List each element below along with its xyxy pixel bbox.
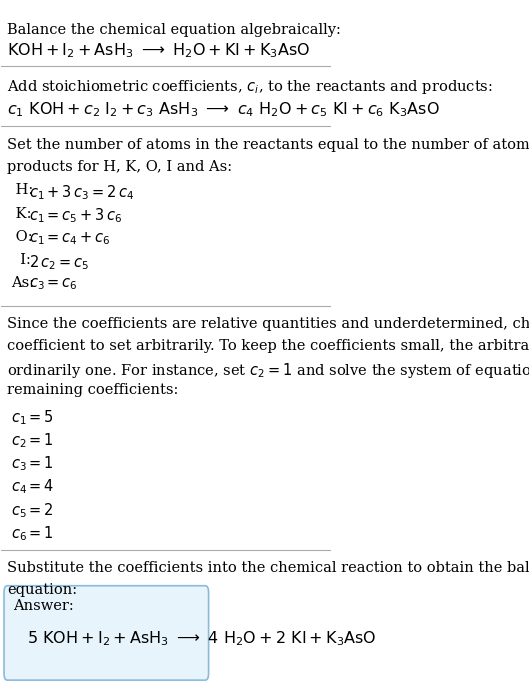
Text: coefficient to set arbitrarily. To keep the coefficients small, the arbitrary va: coefficient to set arbitrarily. To keep … <box>7 339 529 353</box>
Text: $c_1 + 3\,c_3 = 2\,c_4$: $c_1 + 3\,c_3 = 2\,c_4$ <box>30 183 135 202</box>
Text: $c_3 = c_6$: $c_3 = c_6$ <box>30 276 78 292</box>
Text: Set the number of atoms in the reactants equal to the number of atoms in the: Set the number of atoms in the reactants… <box>7 138 529 153</box>
Text: Since the coefficients are relative quantities and underdetermined, choose a: Since the coefficients are relative quan… <box>7 317 529 332</box>
Text: $c_2 = 1$: $c_2 = 1$ <box>11 431 53 450</box>
Text: $c_5 = 2$: $c_5 = 2$ <box>11 501 53 519</box>
Text: ordinarily one. For instance, set $c_2 = 1$ and solve the system of equations fo: ordinarily one. For instance, set $c_2 =… <box>7 361 529 381</box>
Text: $5\ \mathrm{KOH + I_2 + AsH_3}\ \longrightarrow\ 4\ \mathrm{H_2O} + 2\ \mathrm{K: $5\ \mathrm{KOH + I_2 + AsH_3}\ \longrig… <box>27 629 377 648</box>
Text: $c_1 = 5$: $c_1 = 5$ <box>11 408 53 427</box>
Text: H:: H: <box>11 183 38 197</box>
Text: remaining coefficients:: remaining coefficients: <box>7 383 179 397</box>
Text: $c_4 = 4$: $c_4 = 4$ <box>11 477 54 496</box>
Text: $c_6 = 1$: $c_6 = 1$ <box>11 524 53 543</box>
Text: Substitute the coefficients into the chemical reaction to obtain the balanced: Substitute the coefficients into the che… <box>7 561 529 575</box>
Text: $c_1\ \mathrm{KOH} + c_2\ \mathrm{I_2} + c_3\ \mathrm{AsH_3}\ \longrightarrow\ c: $c_1\ \mathrm{KOH} + c_2\ \mathrm{I_2} +… <box>7 100 440 120</box>
Text: $\mathrm{KOH + I_2 + AsH_3 \ \longrightarrow \ H_2O + KI + K_3AsO}$: $\mathrm{KOH + I_2 + AsH_3 \ \longrighta… <box>7 41 311 60</box>
Text: I:: I: <box>11 254 35 267</box>
FancyBboxPatch shape <box>4 586 208 680</box>
Text: $c_1 = c_5 + 3\,c_6$: $c_1 = c_5 + 3\,c_6$ <box>30 207 123 225</box>
Text: As:: As: <box>11 276 39 291</box>
Text: equation:: equation: <box>7 583 77 597</box>
Text: $2\,c_2 = c_5$: $2\,c_2 = c_5$ <box>30 254 90 272</box>
Text: O:: O: <box>11 230 37 244</box>
Text: $c_1 = c_4 + c_6$: $c_1 = c_4 + c_6$ <box>30 230 111 247</box>
Text: K:: K: <box>11 207 36 221</box>
Text: Balance the chemical equation algebraically:: Balance the chemical equation algebraica… <box>7 23 341 37</box>
Text: Answer:: Answer: <box>13 599 74 613</box>
Text: products for H, K, O, I and As:: products for H, K, O, I and As: <box>7 160 232 174</box>
Text: $c_3 = 1$: $c_3 = 1$ <box>11 454 53 473</box>
Text: Add stoichiometric coefficients, $c_i$, to the reactants and products:: Add stoichiometric coefficients, $c_i$, … <box>7 78 493 96</box>
